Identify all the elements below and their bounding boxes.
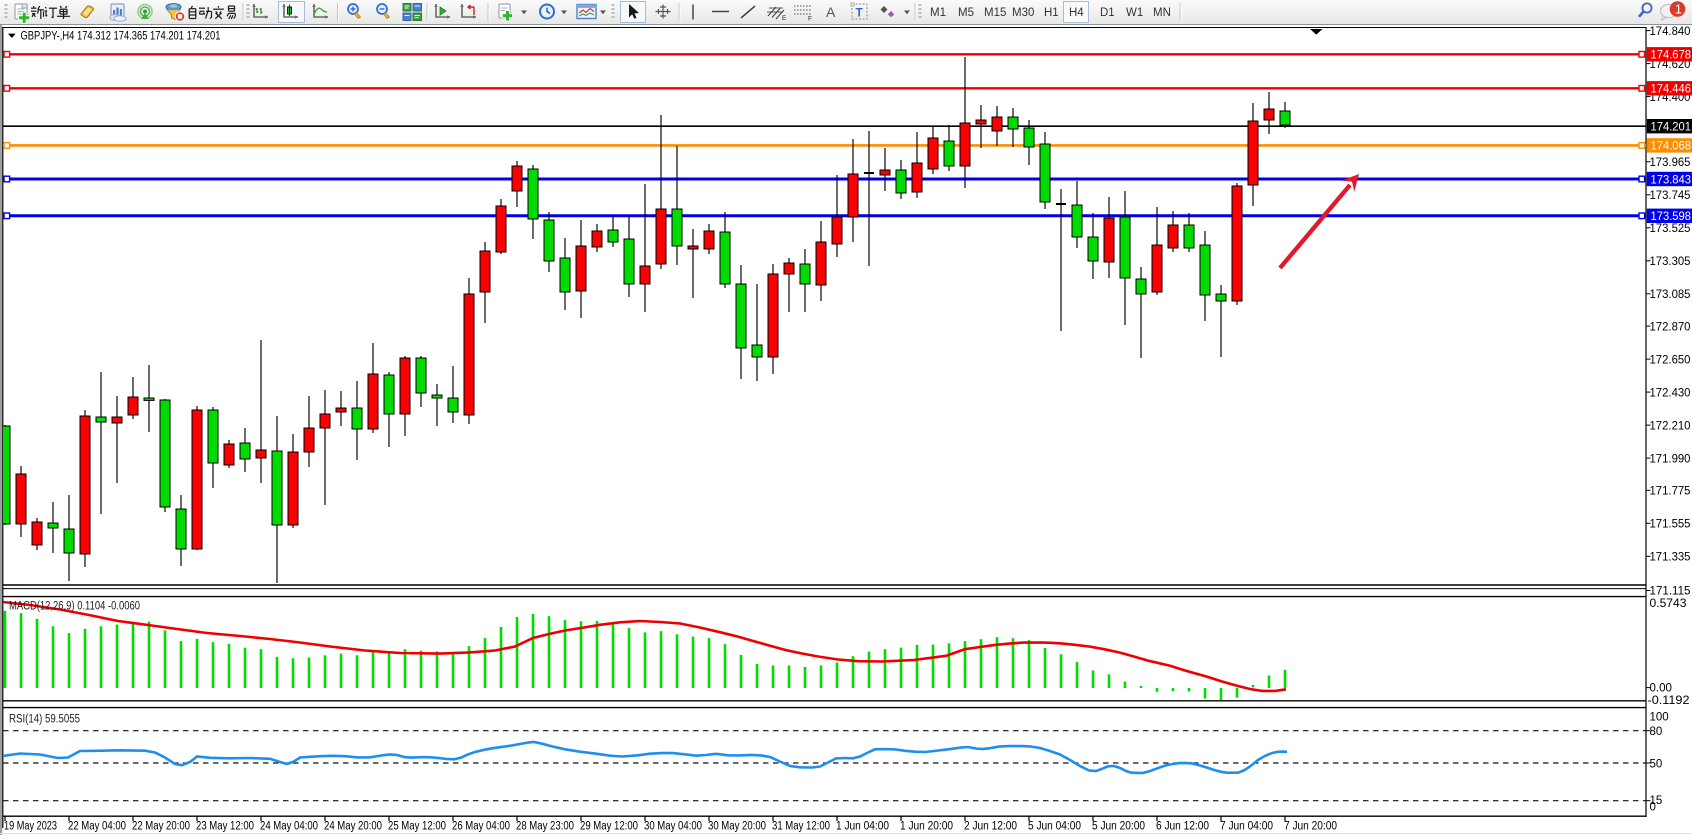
- svg-text:173.525: 173.525: [1650, 223, 1691, 235]
- svg-text:RSI(14) 59.5055: RSI(14) 59.5055: [9, 714, 80, 726]
- svg-text:171.990: 171.990: [1650, 453, 1691, 465]
- svg-text:22 May 04:00: 22 May 04:00: [68, 821, 126, 833]
- svg-text:0.5743: 0.5743: [1650, 598, 1687, 610]
- svg-text:174.840: 174.840: [1650, 26, 1691, 38]
- svg-text:24 May 20:00: 24 May 20:00: [324, 821, 382, 833]
- svg-text:A: A: [826, 4, 836, 20]
- svg-text:171.335: 171.335: [1650, 552, 1691, 564]
- svg-text:E: E: [782, 15, 787, 22]
- svg-text:H1: H1: [1044, 7, 1059, 19]
- svg-text:80: 80: [1650, 726, 1663, 738]
- svg-text:H4: H4: [1069, 7, 1084, 19]
- svg-text:1 Jun 20:00: 1 Jun 20:00: [900, 821, 953, 833]
- svg-text:174.678: 174.678: [1651, 50, 1692, 62]
- svg-text:M30: M30: [1012, 7, 1034, 19]
- svg-text:50: 50: [1650, 758, 1663, 770]
- svg-text:M1: M1: [930, 7, 946, 19]
- svg-text:173.085: 173.085: [1650, 289, 1691, 301]
- svg-text:7 Jun 20:00: 7 Jun 20:00: [1284, 821, 1337, 833]
- svg-text:F: F: [808, 16, 812, 23]
- svg-text:-0.1192: -0.1192: [1648, 695, 1690, 707]
- svg-text:171.115: 171.115: [1650, 586, 1691, 598]
- svg-text:172.210: 172.210: [1650, 420, 1691, 432]
- svg-text:5 Jun 04:00: 5 Jun 04:00: [1028, 821, 1081, 833]
- svg-text:15: 15: [1650, 795, 1663, 807]
- svg-text:0.00: 0.00: [1650, 683, 1672, 695]
- svg-text:172.870: 172.870: [1650, 321, 1691, 333]
- svg-text:7 Jun 04:00: 7 Jun 04:00: [1220, 821, 1273, 833]
- svg-text:173.965: 173.965: [1650, 157, 1691, 169]
- svg-text:173.745: 173.745: [1650, 190, 1691, 202]
- svg-text:174.446: 174.446: [1651, 84, 1692, 96]
- svg-text:28 May 23:00: 28 May 23:00: [516, 821, 574, 833]
- svg-text:19 May 2023: 19 May 2023: [4, 821, 57, 833]
- svg-text:30 May 04:00: 30 May 04:00: [644, 821, 702, 833]
- svg-text:174.068: 174.068: [1651, 141, 1692, 153]
- svg-text:2 Jun 12:00: 2 Jun 12:00: [964, 821, 1017, 833]
- svg-text:6 Jun 12:00: 6 Jun 12:00: [1156, 821, 1209, 833]
- svg-text:26 May 04:00: 26 May 04:00: [452, 821, 510, 833]
- svg-text:MN: MN: [1153, 7, 1171, 19]
- svg-text:173.598: 173.598: [1651, 211, 1692, 223]
- svg-text:23 May 12:00: 23 May 12:00: [196, 821, 254, 833]
- svg-text:173.305: 173.305: [1650, 256, 1691, 268]
- svg-text:5 Jun 20:00: 5 Jun 20:00: [1092, 821, 1145, 833]
- svg-text:171.555: 171.555: [1650, 519, 1691, 531]
- svg-text:D1: D1: [1100, 7, 1115, 19]
- svg-text:172.430: 172.430: [1650, 387, 1691, 399]
- svg-text:1 Jun 04:00: 1 Jun 04:00: [836, 821, 889, 833]
- svg-text:M5: M5: [958, 7, 974, 19]
- svg-text:T: T: [856, 6, 864, 20]
- svg-text:30 May 20:00: 30 May 20:00: [708, 821, 766, 833]
- svg-text:29 May 12:00: 29 May 12:00: [580, 821, 638, 833]
- svg-text:0: 0: [1650, 802, 1656, 814]
- svg-text:M15: M15: [984, 7, 1006, 19]
- svg-text:174.620: 174.620: [1650, 59, 1691, 71]
- svg-text:25 May 12:00: 25 May 12:00: [388, 821, 446, 833]
- svg-text:174.201: 174.201: [1651, 122, 1692, 134]
- svg-text:24 May 04:00: 24 May 04:00: [260, 821, 318, 833]
- svg-text:173.843: 173.843: [1651, 174, 1692, 186]
- svg-text:MACD(12,26,9) 0.1104 -0.0060: MACD(12,26,9) 0.1104 -0.0060: [9, 601, 140, 613]
- svg-text:171.775: 171.775: [1650, 486, 1691, 498]
- svg-text:100: 100: [1650, 711, 1669, 723]
- svg-text:22 May 20:00: 22 May 20:00: [132, 821, 190, 833]
- svg-text:GBPJPY-,H4 174.312 174.365 17: GBPJPY-,H4 174.312 174.365 174.201 174.2…: [21, 31, 221, 43]
- svg-text:172.650: 172.650: [1650, 354, 1691, 366]
- svg-text:31 May 12:00: 31 May 12:00: [772, 821, 830, 833]
- svg-text:1: 1: [1675, 2, 1682, 17]
- svg-text:W1: W1: [1126, 7, 1143, 19]
